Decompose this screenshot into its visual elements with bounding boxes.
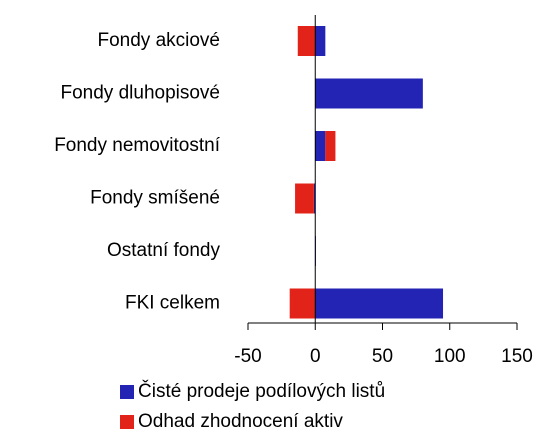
y-tick-label: Fondy akciové (97, 30, 220, 51)
x-tick-label: 150 (501, 346, 533, 367)
legend-label: Čisté prodeje podílových listů (138, 380, 385, 402)
y-tick-label: Fondy smíšené (90, 188, 220, 209)
y-tick-label: Fondy nemovitostní (54, 135, 221, 156)
bar (289, 288, 316, 319)
bar (313, 183, 316, 214)
bar (295, 183, 314, 214)
bar (325, 131, 336, 161)
legend-swatch (120, 385, 134, 399)
y-tick-label: Fondy dluhopisové (61, 83, 221, 104)
bar (297, 26, 316, 56)
x-tick-label: 100 (434, 346, 466, 367)
bar (315, 78, 423, 109)
legend-label: Odhad zhodnocení aktiv (138, 411, 343, 432)
y-tick-label: FKI celkem (125, 293, 220, 314)
bar (315, 26, 326, 56)
x-tick-label: 0 (310, 346, 321, 367)
x-tick-label: -50 (234, 346, 261, 367)
y-tick-label: Ostatní fondy (107, 240, 221, 261)
bar (315, 288, 444, 319)
legend-swatch (120, 415, 134, 429)
x-tick-label: 50 (372, 346, 393, 367)
bar (315, 131, 326, 161)
